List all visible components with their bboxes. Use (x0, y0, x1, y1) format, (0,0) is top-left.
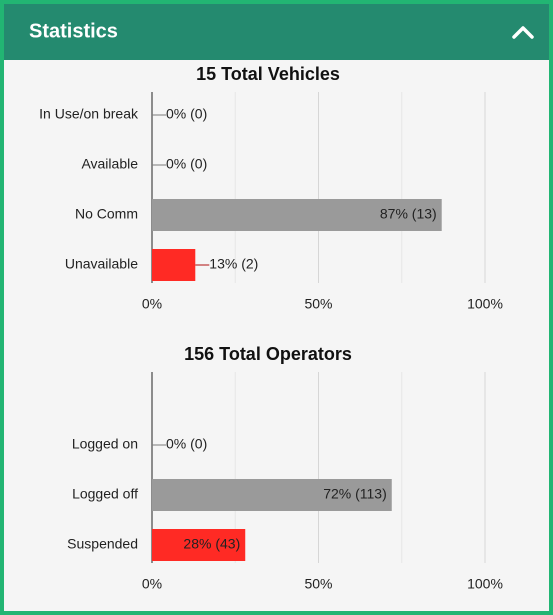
value-label: 0% (0) (166, 156, 207, 172)
bar (152, 199, 442, 231)
value-label: 0% (0) (166, 436, 207, 452)
value-label: 72% (113) (323, 486, 387, 502)
x-tick-label: 0% (142, 576, 162, 592)
chart-title: 156 Total Operators (184, 344, 352, 364)
x-tick-label: 0% (142, 296, 162, 312)
category-label: In Use/on break (39, 106, 139, 122)
value-label: 13% (2) (209, 256, 258, 272)
category-label: No Comm (75, 206, 138, 222)
category-label: Available (81, 156, 138, 172)
value-label: 28% (43) (183, 536, 240, 552)
header-title: Statistics (29, 20, 118, 42)
x-tick-label: 50% (304, 296, 332, 312)
value-label: 87% (13) (380, 206, 437, 222)
category-label: Logged off (72, 486, 138, 502)
bar (152, 479, 392, 511)
chart-title: 15 Total Vehicles (196, 64, 340, 84)
x-tick-label: 50% (304, 576, 332, 592)
x-tick-label: 100% (467, 296, 503, 312)
category-label: Logged on (72, 436, 138, 452)
collapse-button[interactable] (512, 26, 534, 39)
category-label: Suspended (67, 536, 138, 552)
bar (152, 529, 246, 561)
category-label: Unavailable (65, 256, 138, 272)
bar (152, 249, 196, 281)
value-label: 0% (0) (166, 106, 207, 122)
x-tick-label: 100% (467, 576, 503, 592)
panel-header (4, 4, 549, 60)
